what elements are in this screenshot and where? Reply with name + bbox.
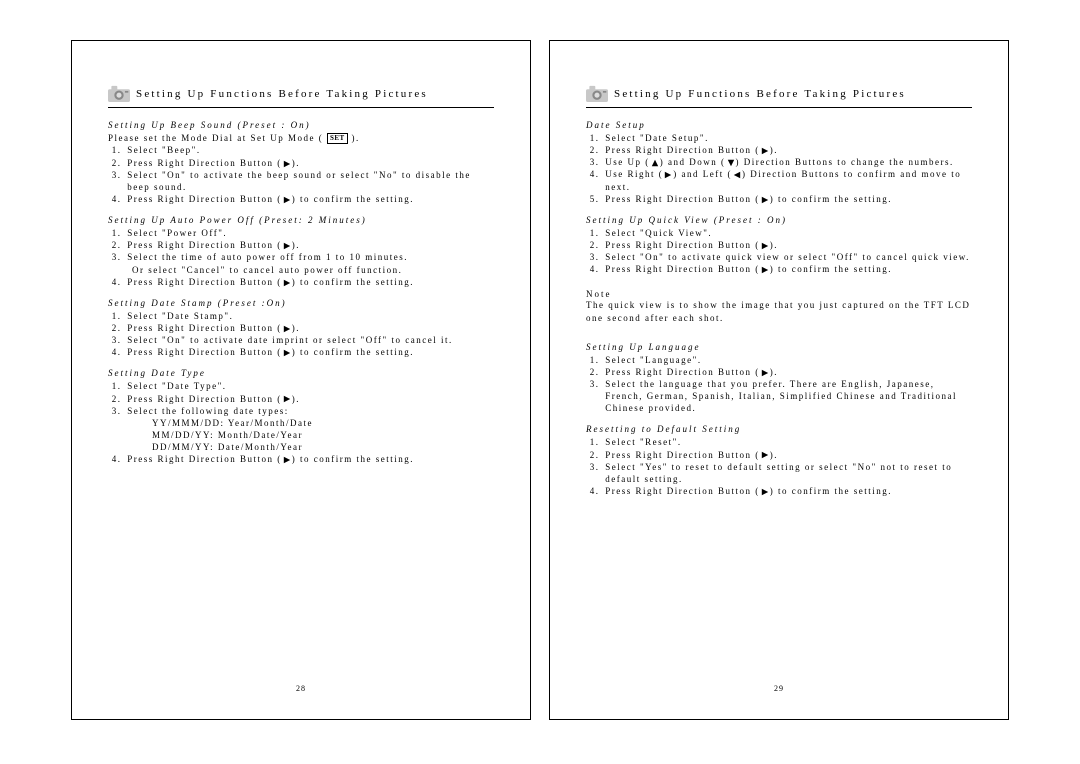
- triangle-right-icon: [761, 369, 769, 377]
- list-beep: 1. Select "Beep". 2. Press Right Directi…: [108, 144, 494, 205]
- triangle-right-icon: [283, 349, 291, 357]
- section-title-poweroff: Setting Up Auto Power Off (Preset: 2 Min…: [108, 215, 494, 225]
- triangle-right-icon: [283, 395, 291, 403]
- list-quickview: 1. Select "Quick View". 2. Press Right D…: [586, 227, 972, 276]
- page-number: 28: [72, 684, 530, 693]
- list-language: 1. Select "Language". 2. Press Right Dir…: [586, 354, 972, 415]
- triangle-right-icon: [761, 488, 769, 496]
- section-title-quickview: Setting Up Quick View (Preset : On): [586, 215, 972, 225]
- triangle-right-icon: [761, 451, 769, 459]
- page-number: 29: [550, 684, 1008, 693]
- page-left: Setting Up Functions Before Taking Pictu…: [71, 40, 531, 720]
- camera-icon: [586, 85, 608, 103]
- triangle-right-icon: [761, 242, 769, 250]
- header-divider: [108, 107, 494, 108]
- triangle-right-icon: [283, 325, 291, 333]
- header-title: Setting Up Functions Before Taking Pictu…: [614, 88, 906, 100]
- triangle-right-icon: [283, 279, 291, 287]
- header-title: Setting Up Functions Before Taking Pictu…: [136, 88, 428, 100]
- section-title-beep: Setting Up Beep Sound (Preset : On): [108, 120, 494, 130]
- camera-icon: [108, 85, 130, 103]
- list-reset: 1. Select "Reset". 2. Press Right Direct…: [586, 436, 972, 497]
- triangle-right-icon: [283, 196, 291, 204]
- triangle-right-icon: [283, 242, 291, 250]
- section-title-datetype: Setting Date Type: [108, 368, 494, 378]
- triangle-left-icon: [733, 171, 741, 179]
- triangle-right-icon: [761, 196, 769, 204]
- triangle-right-icon: [283, 456, 291, 464]
- triangle-down-icon: [727, 159, 735, 167]
- page-header: Setting Up Functions Before Taking Pictu…: [586, 85, 972, 103]
- triangle-right-icon: [761, 147, 769, 155]
- triangle-right-icon: [664, 171, 672, 179]
- list-poweroff: 1. Select "Power Off". 2. Press Right Di…: [108, 227, 494, 288]
- set-mode-icon: SET: [327, 133, 348, 144]
- section-title-datestamp: Setting Date Stamp (Preset :On): [108, 298, 494, 308]
- page-header: Setting Up Functions Before Taking Pictu…: [108, 85, 494, 103]
- note-title: Note: [586, 289, 972, 299]
- list-datetype: 1. Select "Date Type". 2. Press Right Di…: [108, 380, 494, 465]
- triangle-right-icon: [761, 266, 769, 274]
- list-datestamp: 1. Select "Date Stamp". 2. Press Right D…: [108, 310, 494, 359]
- section-title-language: Setting Up Language: [586, 342, 972, 352]
- section-title-reset: Resetting to Default Setting: [586, 424, 972, 434]
- triangle-right-icon: [283, 160, 291, 168]
- list-datesetup: 1. Select "Date Setup". 2. Press Right D…: [586, 132, 972, 205]
- page-right: Setting Up Functions Before Taking Pictu…: [549, 40, 1009, 720]
- header-divider: [586, 107, 972, 108]
- intro-line: Please set the Mode Dial at Set Up Mode …: [108, 132, 494, 144]
- section-title-datesetup: Date Setup: [586, 120, 972, 130]
- note-body: The quick view is to show the image that…: [586, 299, 972, 323]
- triangle-up-icon: [651, 159, 659, 167]
